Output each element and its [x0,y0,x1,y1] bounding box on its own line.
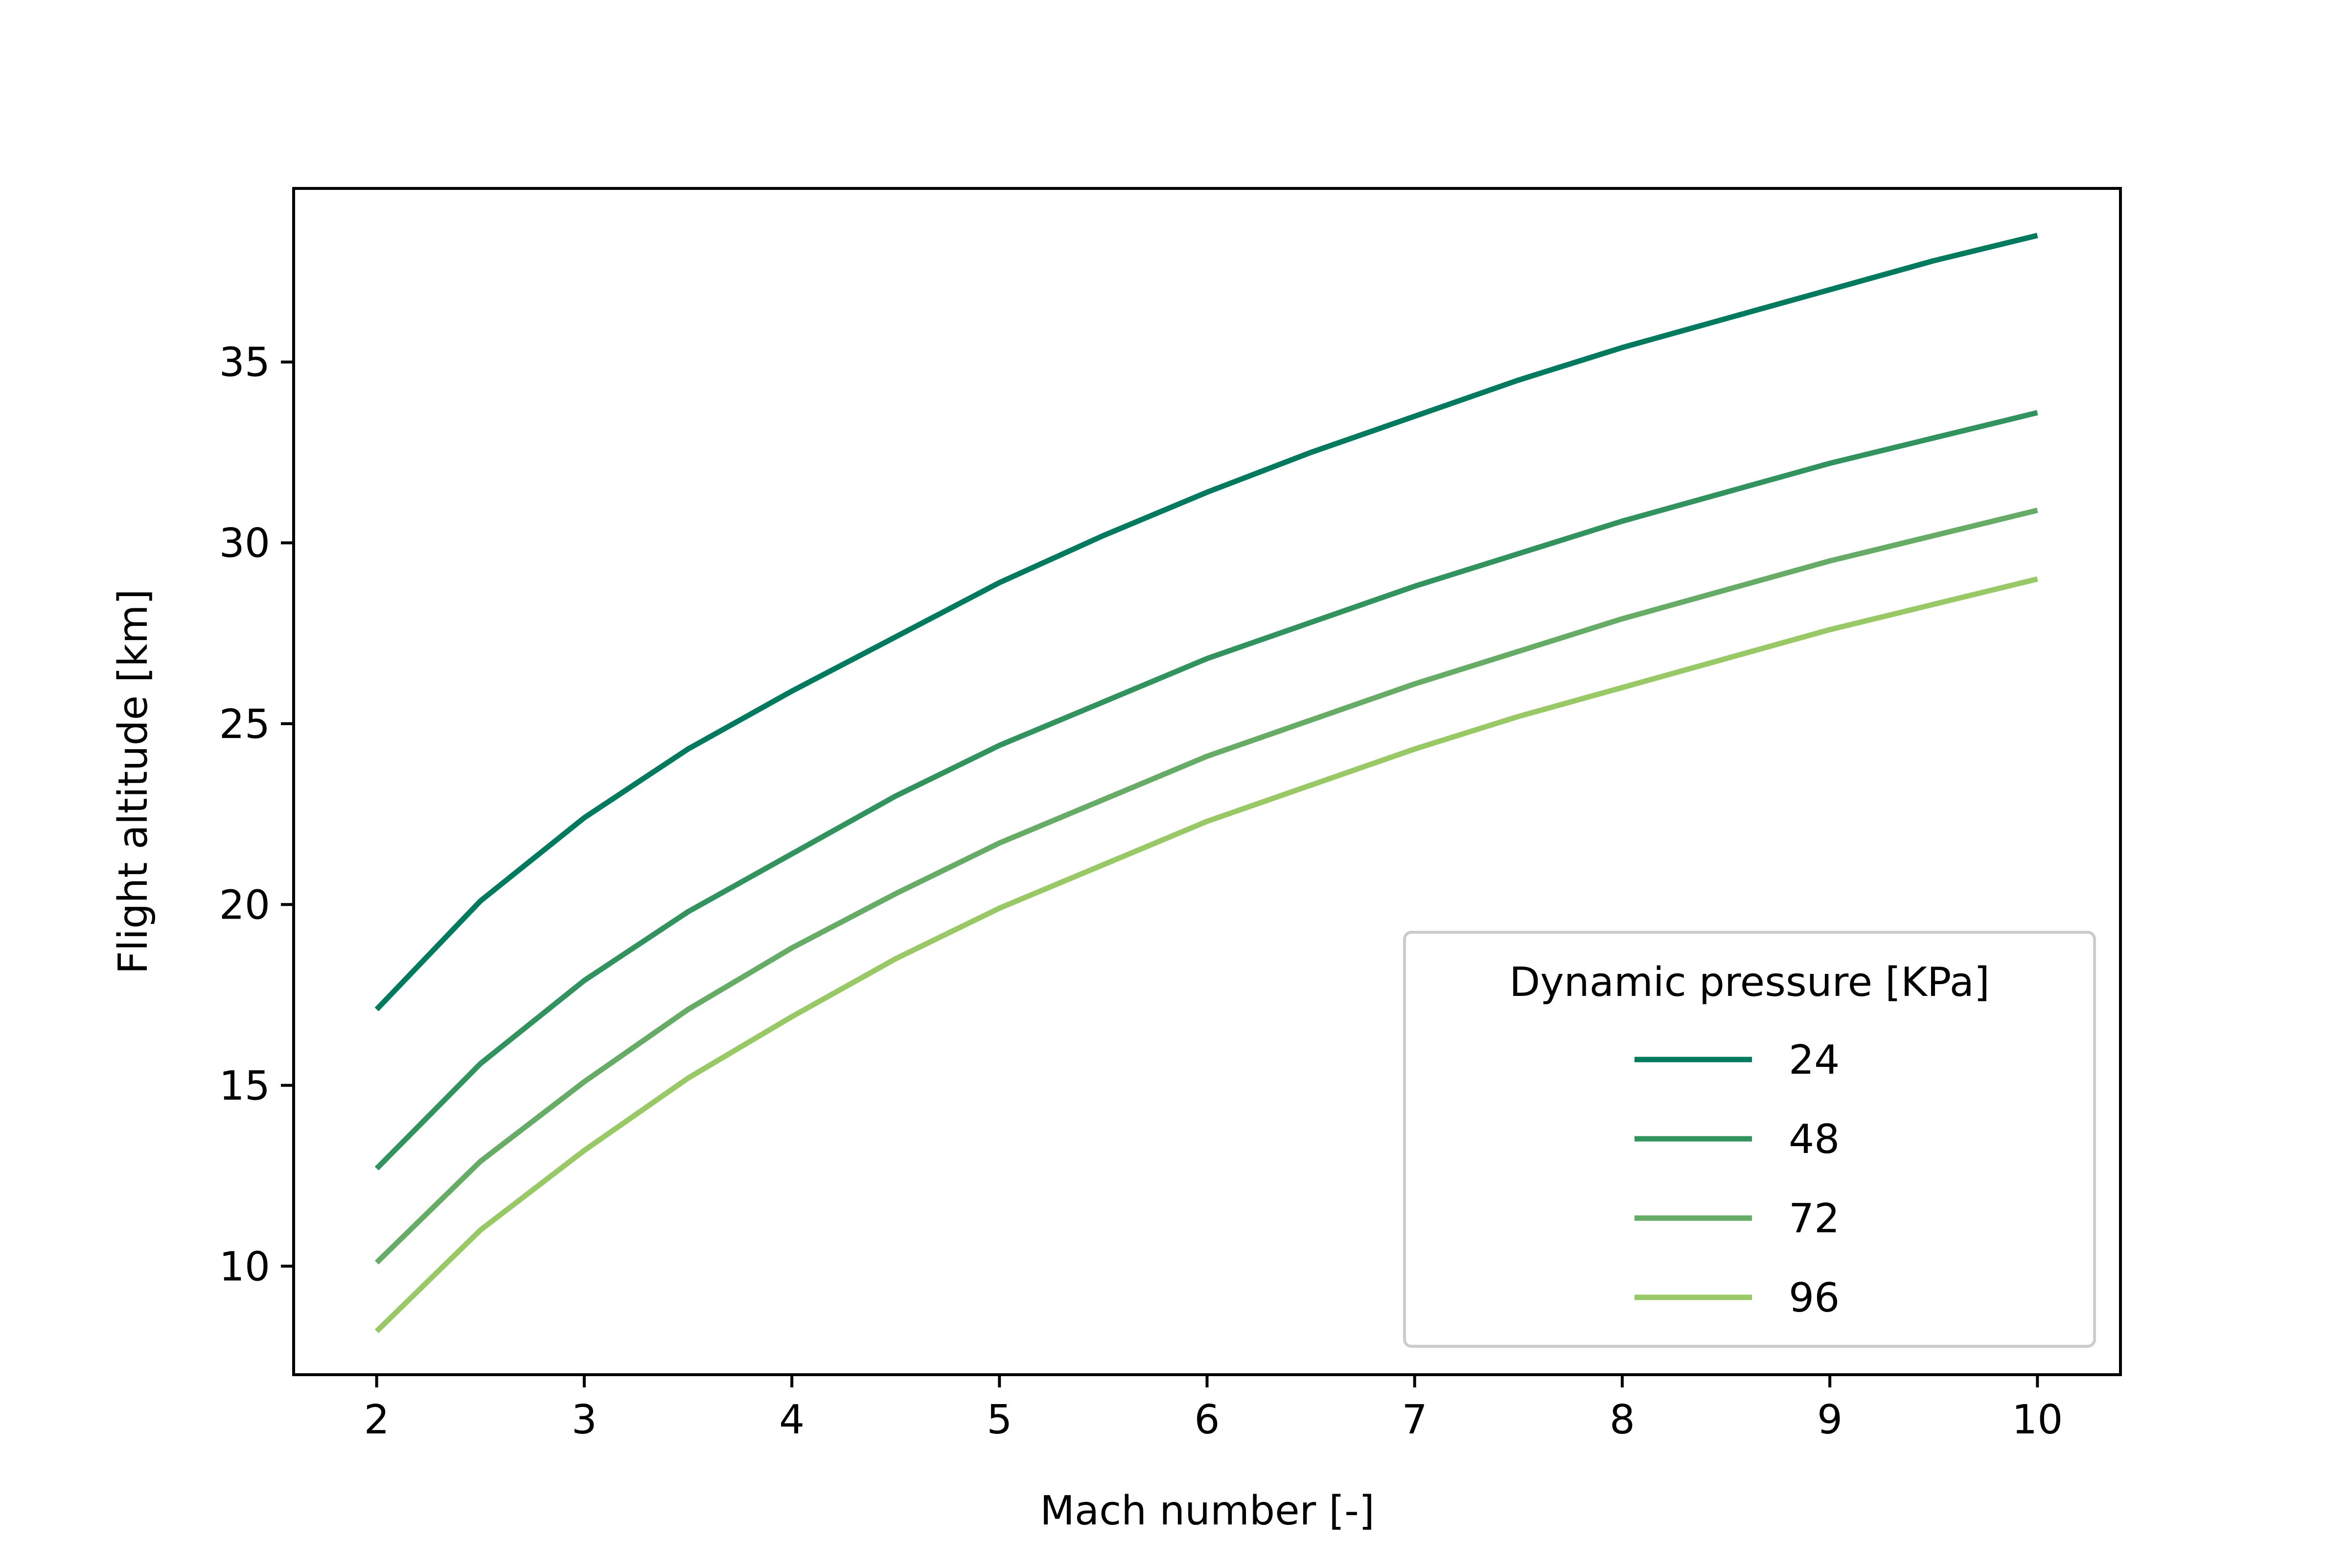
legend-title: Dynamic pressure [KPa] [1509,959,1990,1006]
series-line-72 [374,507,2038,1265]
y-tick-label: 30 [219,520,270,567]
series-line-48 [374,410,2038,1171]
y-tick-label: 15 [219,1063,270,1109]
y-tick-label: 35 [219,340,270,386]
x-tick-label: 9 [1817,1397,1842,1443]
x-tick-label: 2 [364,1397,390,1443]
legend-label-24: 24 [1789,1037,1840,1084]
legend-label-72: 72 [1789,1196,1840,1242]
x-tick-label: 7 [1402,1397,1428,1443]
x-tick-label: 8 [1610,1397,1635,1443]
x-tick-label: 3 [572,1397,597,1443]
legend-label-96: 96 [1789,1275,1840,1321]
axis-ticks: 2 3 4 5 6 7 8 9 10 10 15 20 25 30 35 [219,340,2063,1443]
x-tick-label: 4 [779,1397,805,1443]
legend-label-48: 48 [1789,1116,1840,1163]
y-tick-label: 20 [219,882,270,928]
series-line-24 [374,232,2038,1012]
series-line-96 [374,576,2038,1334]
x-axis-label: Mach number [-] [1040,1488,1375,1534]
x-tick-label: 6 [1194,1397,1220,1443]
x-tick-label: 10 [2012,1397,2063,1443]
x-tick-label: 5 [987,1397,1012,1443]
plot-area [374,232,2038,1334]
y-axis-label: Flight altitude [km] [110,589,157,974]
legend: Dynamic pressure [KPa] 24 48 72 96 [1403,931,2096,1348]
y-tick-label: 10 [219,1244,270,1290]
y-tick-label: 25 [219,701,270,748]
